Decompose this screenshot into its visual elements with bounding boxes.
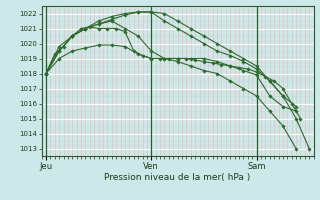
X-axis label: Pression niveau de la mer( hPa ): Pression niveau de la mer( hPa ) (104, 173, 251, 182)
